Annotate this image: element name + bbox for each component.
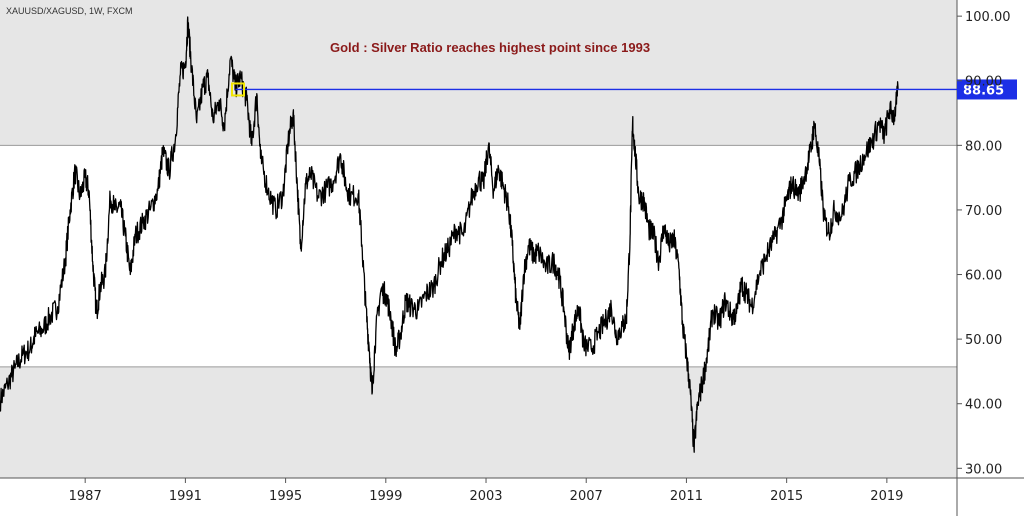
x-tick-label: 1999 xyxy=(369,489,402,504)
x-tick-label: 1987 xyxy=(69,489,102,504)
crosshair-marker xyxy=(230,82,245,97)
ratio-line xyxy=(0,16,899,453)
price-tag-label: 88.65 xyxy=(963,83,1004,98)
y-tick-label: 100.00 xyxy=(965,10,1011,25)
y-tick-label: 40.00 xyxy=(965,398,1002,413)
level-line-group: 88.65 xyxy=(230,79,1017,100)
x-axis-ticks: 1987 1991 1995 1999 2003 2007 2011 2015 2019 xyxy=(69,478,903,504)
shaded-zone-1 xyxy=(0,366,957,478)
x-tick-label: 2019 xyxy=(870,489,903,504)
symbol-label: XAUUSD/XAGUSD, 1W, FXCM xyxy=(6,6,133,16)
x-tick-label: 2015 xyxy=(770,489,803,504)
y-tick-label: 30.00 xyxy=(965,462,1002,477)
chart-headline: Gold : Silver Ratio reaches highest poin… xyxy=(330,40,651,55)
price-tag-bg xyxy=(957,79,1017,100)
ratio-series xyxy=(0,16,899,453)
x-tick-label: 2003 xyxy=(469,489,502,504)
x-tick-label: 2007 xyxy=(570,489,603,504)
y-tick-label: 70.00 xyxy=(965,204,1002,219)
x-tick-label: 1991 xyxy=(169,489,202,504)
shaded-zones xyxy=(0,0,957,478)
y-tick-label: 90.00 xyxy=(965,75,1002,90)
shaded-zone-0 xyxy=(0,0,957,146)
x-tick-label: 1995 xyxy=(269,489,302,504)
y-tick-label: 50.00 xyxy=(965,333,1002,348)
x-tick-label: 2011 xyxy=(670,489,703,504)
y-tick-label: 80.00 xyxy=(965,139,1002,154)
y-tick-label: 60.00 xyxy=(965,269,1002,284)
y-axis-ticks: 100.00 90.00 80.00 70.00 60.00 50.00 40.00 30.0… xyxy=(957,10,1011,477)
